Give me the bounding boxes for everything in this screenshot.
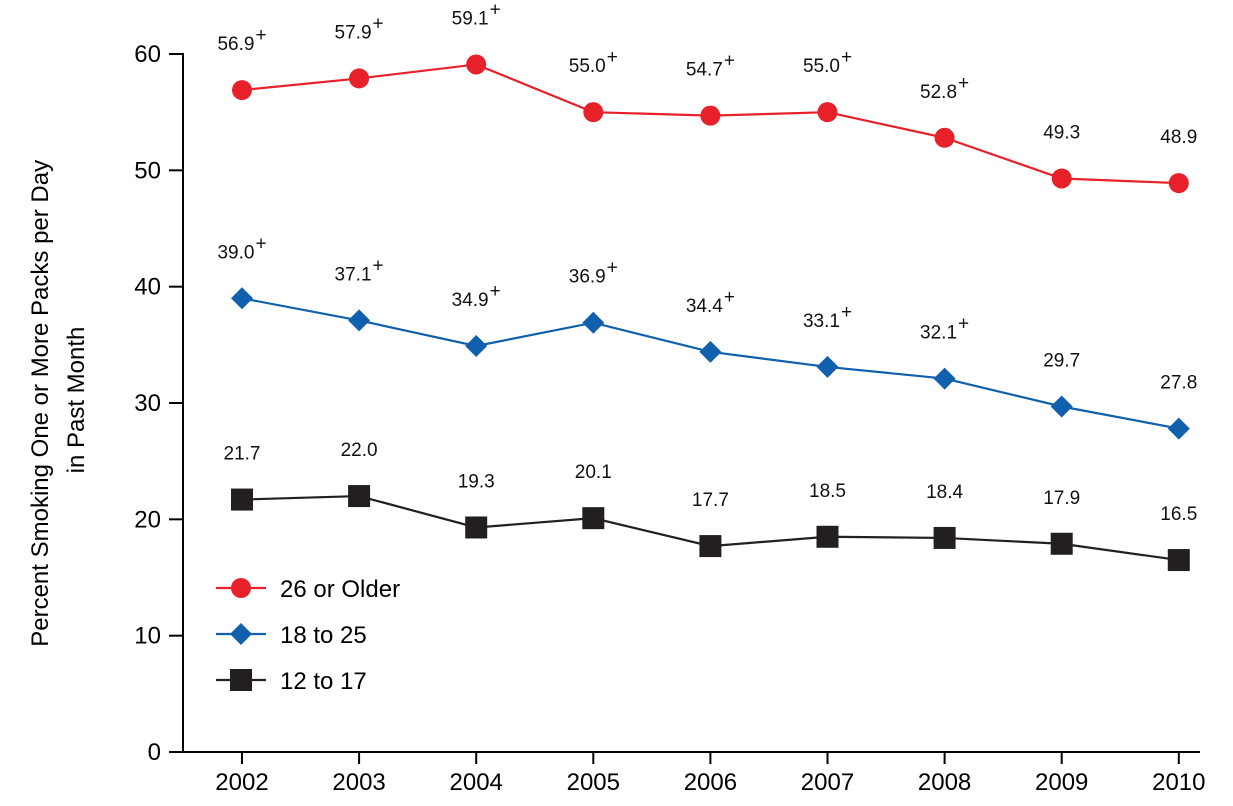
data-point-18-to-25-2009 <box>1050 395 1073 418</box>
data-point-26-or-older-2004 <box>466 54 487 75</box>
series-line-18-to-25 <box>241 297 1180 430</box>
x-tick-label-2006: 2006 <box>684 769 737 796</box>
data-label-12-to-17-2004: 19.3 <box>458 471 495 492</box>
legend-item-12-to-17: 12 to 17 <box>216 668 367 695</box>
data-point-26-or-older-2008 <box>934 127 955 148</box>
legend-marker-12-to-17 <box>230 669 252 691</box>
y-tick-label-60: 60 <box>134 41 161 68</box>
data-label-12-to-17-2003: 22.0 <box>341 440 378 461</box>
x-tick-label-2010: 2010 <box>1152 769 1205 796</box>
legend-item-18-to-25: 18 to 25 <box>216 622 367 649</box>
series-layer <box>231 54 1190 572</box>
data-point-18-to-25-2007 <box>816 355 839 378</box>
data-point-18-to-25-2010 <box>1167 417 1190 440</box>
data-point-12-to-17-2005 <box>582 507 605 530</box>
data-point-12-to-17-2007 <box>816 525 839 548</box>
data-label-12-to-17-2005: 20.1 <box>575 462 612 483</box>
legend-label-26-or-older: 26 or Older <box>280 576 400 603</box>
data-point-26-or-older-2003 <box>349 68 370 89</box>
data-label-12-to-17-2010: 16.5 <box>1160 504 1197 525</box>
data-label-18-to-25-2003: 37.1+ <box>335 255 384 285</box>
legend-item-26-or-older: 26 or Older <box>216 576 400 603</box>
data-label-26-or-older-2003: 57.9+ <box>335 13 384 43</box>
data-point-26-or-older-2002 <box>232 80 252 101</box>
data-point-26-or-older-2006 <box>700 105 721 126</box>
data-label-12-to-17-2002: 21.7 <box>224 444 261 465</box>
data-label-26-or-older-2005: 55.0+ <box>569 47 618 77</box>
data-label-12-to-17-2009: 17.9 <box>1043 488 1080 509</box>
data-label-12-to-17-2007: 18.5 <box>809 481 846 502</box>
x-tick-label-2004: 2004 <box>450 769 503 796</box>
data-point-26-or-older-2010 <box>1168 173 1189 194</box>
y-tick-label-30: 30 <box>134 390 161 417</box>
y-axis-label-line-2: in Past Month <box>63 327 90 474</box>
data-label-26-or-older-2006: 54.7+ <box>686 51 735 81</box>
data-label-12-to-17-2006: 17.7 <box>692 490 729 511</box>
x-tick-label-2005: 2005 <box>567 769 620 796</box>
data-label-26-or-older-2009: 49.3 <box>1043 122 1080 143</box>
legend-marker-26-or-older <box>231 578 251 598</box>
data-label-18-to-25-2004: 34.9+ <box>452 281 501 311</box>
x-tick-label-2008: 2008 <box>918 769 971 796</box>
data-label-26-or-older-2002: 56.9+ <box>217 25 266 55</box>
data-label-18-to-25-2006: 34.4+ <box>686 287 735 317</box>
y-axis-label-line-1: Percent Smoking One or More Packs per Da… <box>27 160 54 647</box>
series-18-to-25 <box>231 287 1190 440</box>
data-label-18-to-25-2009: 29.7 <box>1043 350 1080 371</box>
legend-label-18-to-25: 18 to 25 <box>280 622 367 649</box>
y-axis-label: Percent Smoking One or More Packs per Da… <box>27 153 90 647</box>
data-point-12-to-17-2008 <box>933 526 956 549</box>
data-point-12-to-17-2003 <box>348 485 371 508</box>
data-point-12-to-17-2006 <box>699 535 722 558</box>
data-label-12-to-17-2008: 18.4 <box>926 482 963 503</box>
x-tick-label-2009: 2009 <box>1035 769 1088 796</box>
y-tick-label-40: 40 <box>134 274 161 301</box>
y-ticks: 0 10 20 30 40 50 60 <box>134 41 183 766</box>
y-tick-label-50: 50 <box>134 157 161 184</box>
data-label-26-or-older-2010: 48.9 <box>1160 127 1197 148</box>
y-tick-label-20: 20 <box>134 506 161 533</box>
data-label-26-or-older-2008: 52.8+ <box>920 73 969 103</box>
data-labels: 56.9+ 57.9+ 59.1+ 55.0+ 54.7+ 55.0+ 52.8+ 49.3 4… <box>217 0 1197 525</box>
data-point-12-to-17-2004 <box>465 516 488 539</box>
x-ticks: 2002 2003 2004 2005 2006 2007 2008 2009 2010 <box>215 752 1205 796</box>
x-tick-label-2007: 2007 <box>801 769 854 796</box>
legend-marker-18-to-25 <box>230 623 252 645</box>
data-label-26-or-older-2007: 55.0+ <box>803 47 852 77</box>
x-tick-label-2003: 2003 <box>332 769 385 796</box>
data-label-26-or-older-2004: 59.1+ <box>452 0 501 29</box>
data-point-26-or-older-2007 <box>817 102 838 123</box>
data-label-18-to-25-2005: 36.9+ <box>569 258 618 288</box>
data-label-18-to-25-2007: 33.1+ <box>803 302 852 332</box>
data-point-12-to-17-2009 <box>1050 532 1073 555</box>
y-tick-label-0: 0 <box>148 739 161 766</box>
data-point-12-to-17-2002 <box>231 488 253 511</box>
data-point-18-to-25-2008 <box>933 367 956 390</box>
data-point-26-or-older-2009 <box>1051 168 1072 189</box>
data-label-18-to-25-2008: 32.1+ <box>920 314 969 344</box>
x-tick-label-2002: 2002 <box>215 769 268 796</box>
data-point-18-to-25-2006 <box>699 340 722 363</box>
data-point-18-to-25-2004 <box>465 334 488 357</box>
data-point-12-to-17-2010 <box>1167 549 1190 572</box>
series-26-or-older <box>232 54 1189 194</box>
data-point-18-to-25-2005 <box>582 311 605 334</box>
data-point-18-to-25-2002 <box>231 287 253 310</box>
data-label-18-to-25-2010: 27.8 <box>1160 373 1197 394</box>
legend: 26 or Older 18 to 25 12 to 17 <box>216 576 400 695</box>
legend-label-12-to-17: 12 to 17 <box>280 668 367 695</box>
data-point-18-to-25-2003 <box>348 309 371 332</box>
series-12-to-17 <box>231 485 1190 572</box>
y-tick-label-10: 10 <box>134 623 161 650</box>
data-point-26-or-older-2005 <box>583 102 604 123</box>
data-label-18-to-25-2002: 39.0+ <box>217 233 266 263</box>
